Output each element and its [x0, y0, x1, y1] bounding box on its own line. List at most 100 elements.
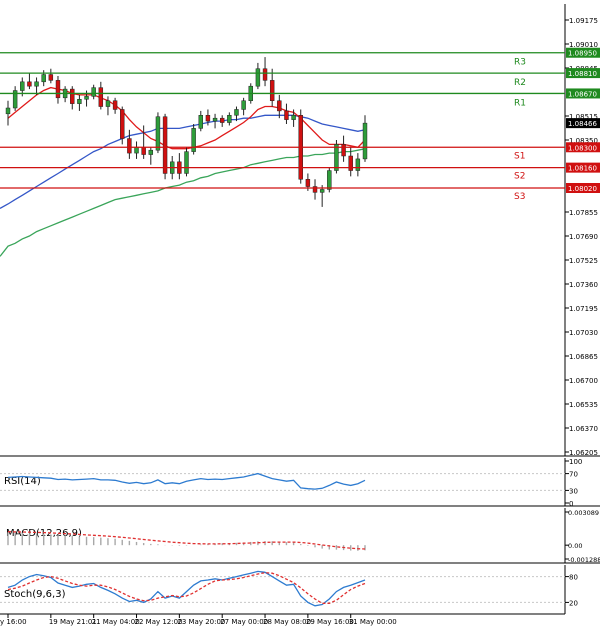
candle-body — [148, 149, 154, 155]
candle — [255, 62, 261, 90]
candle-body — [262, 68, 268, 81]
time-tick-label: y 16:00 — [0, 618, 27, 626]
candle-body — [255, 68, 261, 87]
candle — [27, 73, 32, 90]
candle-body — [355, 158, 361, 171]
level-price-badge — [566, 68, 600, 79]
current-price-bg — [566, 118, 600, 129]
ma-mid-line — [0, 114, 366, 209]
rsi-series — [0, 472, 565, 491]
candle-body — [319, 189, 325, 193]
price-tick-label: 1.06370 — [569, 425, 598, 433]
candle-body — [327, 170, 332, 190]
candle — [112, 97, 118, 114]
macd-label: MACD(12,26,9) — [6, 528, 82, 539]
candle — [291, 109, 296, 127]
candle-body — [191, 128, 196, 152]
candle-body — [205, 115, 211, 122]
level-name-s1: S1 — [514, 151, 525, 161]
level-name-s2: S2 — [514, 172, 525, 182]
candle — [312, 179, 318, 200]
candle — [348, 147, 353, 177]
price-tick-label: 1.06205 — [569, 449, 598, 457]
rsi-axis-ticks: 100 70 30 0 — [565, 458, 582, 508]
level-price-badge — [566, 142, 600, 153]
time-tick-label: 29 May 16:00 — [306, 618, 354, 626]
level-price-badge — [566, 183, 600, 193]
candle-body — [120, 109, 125, 139]
candle — [162, 113, 168, 180]
stoch-label: Stoch(9,6,3) — [4, 589, 66, 600]
candle — [155, 112, 161, 154]
time-tick-label: 31 May 00:00 — [349, 618, 397, 626]
price-panel: 1.091751.090101.088451.085151.083501.078… — [0, 4, 600, 457]
candle-body — [5, 107, 11, 115]
stoch-main-line — [7, 570, 366, 607]
candle-body — [305, 179, 311, 187]
price-tick-label: 1.09175 — [569, 17, 598, 25]
candle — [334, 140, 339, 174]
rsi-tick-label: 70 — [569, 471, 578, 479]
candle — [234, 106, 239, 122]
candle — [120, 106, 125, 145]
candle-body — [91, 87, 96, 97]
candle-body — [98, 87, 104, 107]
candle — [298, 109, 303, 184]
time-tick-label: 28 May 08:00 — [263, 618, 311, 626]
candle-body — [198, 115, 203, 129]
macd-tick-label: 0.00 — [568, 542, 582, 550]
level-price-label: 1.08810 — [568, 70, 597, 78]
candle-body — [334, 144, 339, 171]
candle-body — [141, 147, 146, 155]
price-tick-label: 1.07525 — [569, 257, 598, 265]
level-price-label: 1.08950 — [568, 50, 597, 58]
price-tick-label: 1.06535 — [569, 401, 598, 409]
candle-body — [184, 151, 189, 174]
candle-body — [234, 109, 239, 116]
candle-body — [84, 96, 89, 100]
pivot-levels: R3 1.08950 R2 1.08810 R1 1.08670 S1 1.08300 S2 1.… — [0, 47, 600, 202]
price-tick-label: 1.08515 — [569, 113, 598, 121]
candle — [184, 147, 189, 177]
level-price-label: 1.08020 — [568, 185, 597, 193]
stoch-series — [0, 570, 565, 607]
price-axis-ticks: 1.091751.090101.088451.085151.083501.078… — [565, 17, 598, 457]
candle-body — [277, 100, 282, 112]
candle — [12, 86, 18, 111]
rsi-label: RSI(14) — [4, 476, 41, 487]
candle — [48, 68, 54, 84]
candle — [241, 97, 246, 116]
candle — [91, 84, 96, 100]
time-tick-label: 19 May 21:01 — [49, 618, 97, 626]
candle — [205, 109, 211, 126]
rsi-line — [7, 472, 366, 490]
candle-body — [162, 116, 168, 174]
price-tick-label: 1.07690 — [569, 233, 598, 241]
candle — [98, 81, 104, 110]
price-tick-label: 1.08350 — [569, 137, 598, 145]
macd-tick-label: 0.003089 — [568, 509, 599, 517]
candle-body — [348, 155, 353, 171]
rsi-tick-label: 30 — [569, 487, 578, 495]
candle — [70, 86, 75, 110]
candle — [212, 113, 218, 129]
level-price-badge — [566, 162, 600, 173]
candle — [355, 153, 361, 177]
candle — [77, 94, 82, 111]
candle-body — [219, 117, 225, 123]
macd-tick-label: -0.001288 — [568, 556, 600, 564]
candle — [262, 57, 268, 87]
time-tick-label: 21 May 04:00 — [92, 618, 140, 626]
candle-body — [284, 110, 289, 120]
candle — [362, 115, 368, 162]
candle — [341, 135, 346, 162]
macd-panel: MACD(12,26,9) 0.003089 0.00 -0.001288 — [0, 508, 600, 564]
candle-body — [312, 186, 318, 193]
candle — [55, 76, 61, 104]
time-tick-label: 23 May 20:00 — [177, 618, 225, 626]
candle-body — [269, 80, 275, 101]
level-name-r2: R2 — [514, 78, 526, 88]
price-tick-label: 1.07855 — [569, 209, 598, 217]
